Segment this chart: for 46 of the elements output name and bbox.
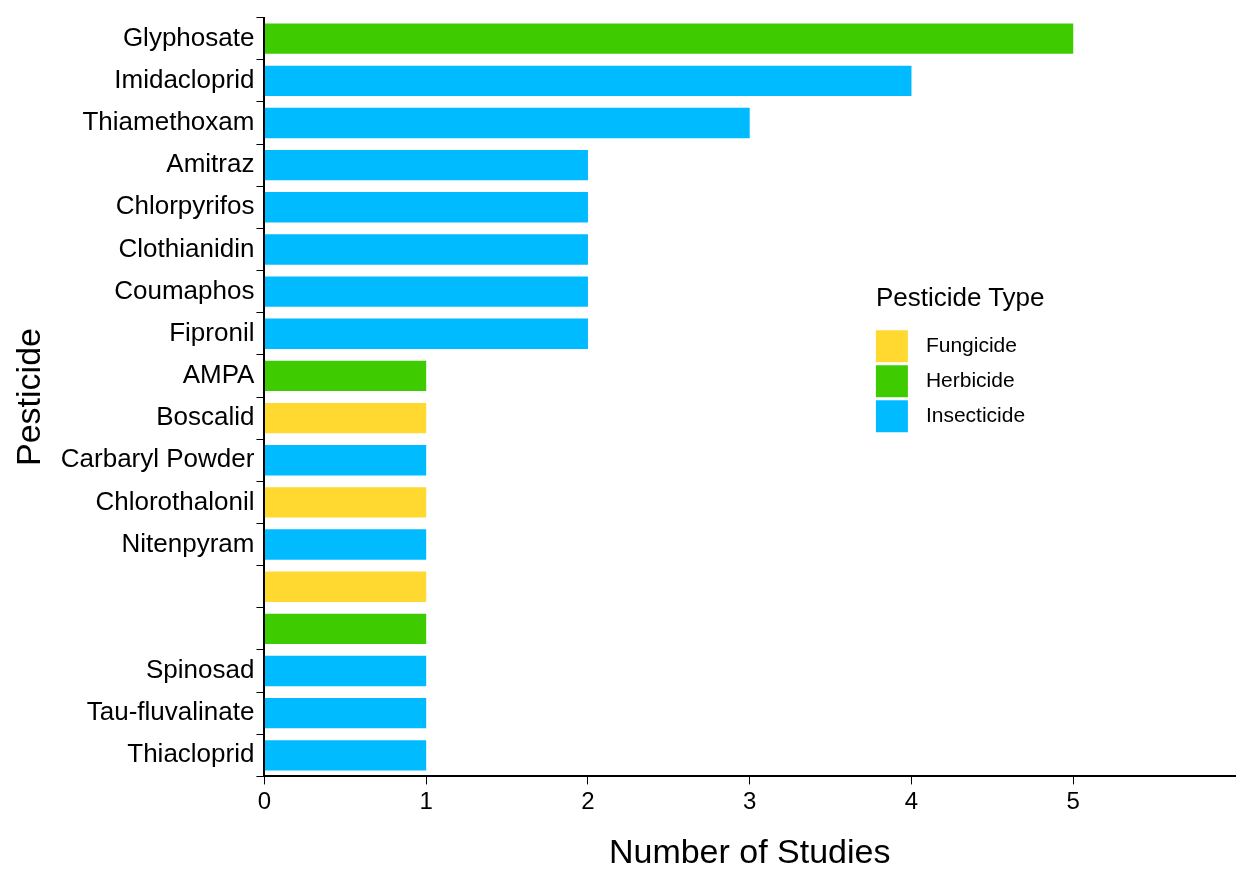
x-tick-label: 2 xyxy=(581,787,595,815)
bar xyxy=(264,149,588,181)
y-tick-label: Coumaphos xyxy=(114,274,255,305)
legend-label: Insecticide xyxy=(925,403,1026,427)
x-tick-label: 1 xyxy=(419,787,433,815)
y-tick-label: Spinosad xyxy=(146,654,255,685)
bar xyxy=(264,697,427,729)
y-tick-label: AMPA xyxy=(182,359,256,390)
bar xyxy=(264,234,588,265)
x-tick-label: 3 xyxy=(743,787,757,815)
y-tick-label: Glyphosate xyxy=(122,21,255,52)
y-tick-label: Thiamethoxam xyxy=(82,106,255,137)
bar xyxy=(264,655,427,687)
y-tick-label: Imidacloprid xyxy=(114,64,255,95)
bar xyxy=(264,318,588,349)
bar xyxy=(264,571,427,602)
bar xyxy=(264,402,427,434)
x-axis-title: Number of Studies xyxy=(608,831,891,870)
y-tick-label: Tau-fluvalinate xyxy=(86,696,255,727)
y-axis-title: Pesticide xyxy=(8,328,47,466)
x-tick-label: 0 xyxy=(257,787,272,815)
bar xyxy=(264,487,427,518)
y-tick-label: Boscalid xyxy=(156,401,255,432)
legend-title: Pesticide Type xyxy=(875,281,1045,312)
bar xyxy=(264,23,1074,54)
x-tick-label: 4 xyxy=(904,787,919,815)
y-tick-label: Carbaryl Powder xyxy=(60,443,255,474)
bar xyxy=(264,192,588,223)
legend-label: Fungicide xyxy=(925,333,1017,357)
bar xyxy=(264,529,427,560)
x-tick-label: 5 xyxy=(1066,787,1080,815)
bar xyxy=(264,445,427,476)
bar xyxy=(264,613,427,645)
legend-label: Herbicide xyxy=(925,368,1015,392)
bar xyxy=(264,65,912,97)
bar xyxy=(264,360,427,392)
y-tick-label: Clothianidin xyxy=(118,232,255,263)
bar xyxy=(264,276,588,307)
y-tick-label: Chlorothalonil xyxy=(95,485,255,516)
y-tick-label: Fipronil xyxy=(169,316,255,347)
y-tick-label: Nitenpyram xyxy=(121,527,255,558)
y-tick-label: Thiacloprid xyxy=(127,738,255,769)
y-tick-label: Amitraz xyxy=(166,148,255,179)
y-tick-label: Chlorpyrifos xyxy=(115,190,255,221)
bar xyxy=(264,107,750,139)
bar xyxy=(264,740,427,771)
